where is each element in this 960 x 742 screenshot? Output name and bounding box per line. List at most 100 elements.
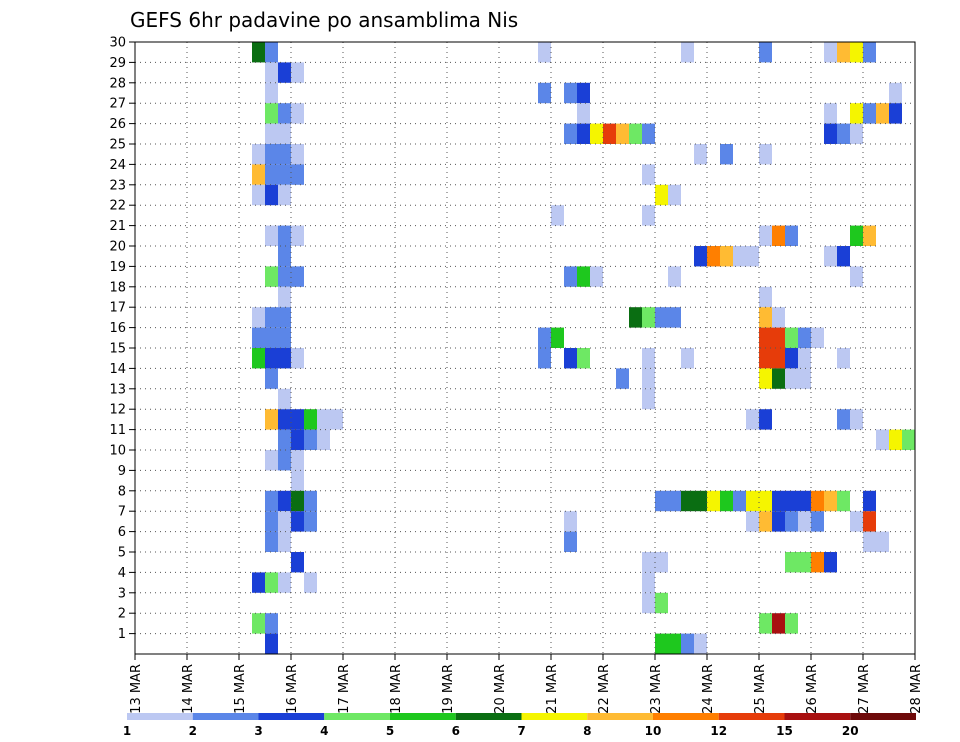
heatmap-cell <box>291 144 304 165</box>
x-tick-label: 16 MAR <box>285 664 300 714</box>
heatmap-cell <box>278 572 291 593</box>
heatmap-cell <box>564 511 577 532</box>
heatmap-cell <box>577 348 590 369</box>
heatmap-cell <box>642 205 655 226</box>
heatmap-cell <box>876 531 889 552</box>
y-tick-label: 28 <box>109 76 126 91</box>
heatmap-cell <box>759 613 772 634</box>
colorbar-swatch <box>784 713 851 720</box>
heatmap-cell <box>265 42 278 63</box>
colorbar-swatch <box>455 713 522 720</box>
y-tick-label: 13 <box>109 382 126 397</box>
heatmap-cell <box>278 327 291 348</box>
heatmap-cell <box>278 429 291 450</box>
heatmap-cell <box>278 266 291 287</box>
x-tick-label: 26 MAR <box>805 664 820 714</box>
y-axis-ticks: 1234567891011121314151617181920212223242… <box>109 36 135 642</box>
y-tick-label: 30 <box>109 36 126 51</box>
heatmap-cell <box>278 450 291 471</box>
heatmap-cell <box>265 348 278 369</box>
heatmap-cell <box>759 409 772 430</box>
heatmap-cell <box>772 613 785 634</box>
colorbar-swatch <box>850 713 916 720</box>
heatmap-cell <box>252 327 265 348</box>
colorbar-label: 8 <box>583 724 591 738</box>
heatmap-cell <box>785 613 798 634</box>
heatmap-cell <box>642 388 655 410</box>
heatmap-cell <box>538 327 551 348</box>
heatmap-cell <box>265 82 278 104</box>
heatmap-cell <box>291 103 304 124</box>
heatmap-cell <box>291 164 304 185</box>
colorbar-label: 6 <box>452 724 460 738</box>
x-tick-label: 17 MAR <box>337 664 352 714</box>
heatmap-cell <box>824 552 837 573</box>
x-tick-label: 27 MAR <box>857 664 872 714</box>
heatmap-cell <box>265 62 278 83</box>
x-tick-label: 14 MAR <box>181 664 196 714</box>
heatmap-cell <box>642 592 655 614</box>
heatmap-cell <box>772 307 785 328</box>
heatmap-cell <box>278 164 291 185</box>
heatmap-cell <box>265 572 278 593</box>
heatmap-cell <box>668 307 681 328</box>
heatmap-cell <box>746 246 759 267</box>
colorbar-swatch <box>127 713 193 720</box>
heatmap-cell <box>252 184 265 206</box>
x-tick-label: 23 MAR <box>649 664 664 714</box>
colorbar-swatch <box>718 713 785 720</box>
colorbar-label: 2 <box>189 724 197 738</box>
heatmap-cell <box>577 103 590 124</box>
heatmap-cell <box>551 205 564 226</box>
heatmap-cell <box>278 348 291 369</box>
heatmap-cell <box>265 613 278 634</box>
heatmap-cell <box>811 511 824 532</box>
y-tick-label: 20 <box>109 240 126 255</box>
colorbar-swatch <box>258 713 325 720</box>
colorbar-label: 10 <box>645 724 662 738</box>
heatmap-cell <box>785 490 798 512</box>
heatmap-cell <box>564 531 577 552</box>
heatmap-cell <box>746 511 759 532</box>
heatmap-cell <box>798 348 811 369</box>
heatmap-cell <box>733 246 746 267</box>
heatmap-cell <box>304 409 317 430</box>
heatmap-cell <box>278 286 291 308</box>
heatmap-cell <box>824 246 837 267</box>
heatmap-cell <box>577 82 590 104</box>
heatmap-cell <box>655 307 668 328</box>
heatmap-cell <box>538 42 551 63</box>
y-tick-label: 8 <box>118 484 126 499</box>
heatmap-cell <box>265 225 278 246</box>
colorbar-label: 3 <box>254 724 262 738</box>
heatmap-cell <box>278 103 291 124</box>
heatmap-cell <box>278 388 291 410</box>
heatmap-cell <box>824 103 837 124</box>
heatmap-cell <box>265 123 278 144</box>
heatmap-cell <box>759 368 772 389</box>
heatmap-cell <box>291 552 304 573</box>
x-axis-ticks: 13 MAR 14 MAR 15 MAR 16 MAR 17 MAR 18 MAR 19 M… <box>129 654 924 714</box>
heatmap-cell <box>681 633 694 654</box>
heatmap-cell <box>278 490 291 512</box>
heatmap-cell <box>278 144 291 165</box>
colorbar: 1 2 3 4 5 6 7 8 10 12 15 20 <box>123 713 916 738</box>
x-tick-label: 18 MAR <box>389 664 404 714</box>
heatmap-cell <box>655 592 668 614</box>
heatmap-cell <box>811 552 824 573</box>
y-tick-label: 27 <box>109 97 126 112</box>
heatmap-cell <box>564 266 577 287</box>
heatmap-cell <box>863 511 876 532</box>
heatmap-cell <box>798 327 811 348</box>
grid-lines <box>135 42 915 654</box>
heatmap-cell <box>265 511 278 532</box>
y-tick-label: 7 <box>118 505 126 520</box>
y-tick-label: 14 <box>109 362 126 377</box>
heatmap-cell <box>265 531 278 552</box>
x-tick-label: 19 MAR <box>441 664 456 714</box>
heatmap-cell <box>252 348 265 369</box>
y-tick-label: 17 <box>109 301 126 316</box>
y-tick-label: 18 <box>109 280 126 295</box>
heatmap-cell <box>863 42 876 63</box>
